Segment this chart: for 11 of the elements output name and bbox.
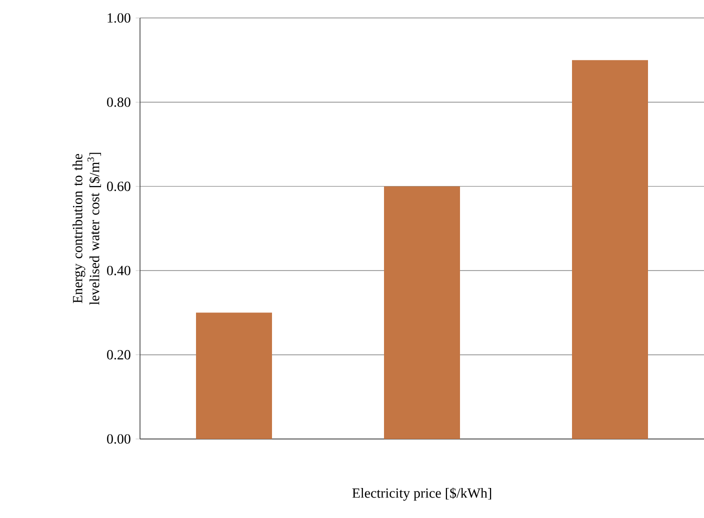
y-tick-label: 0.40 (107, 266, 130, 276)
x-axis-title: Electricity price [$/kWh] (352, 488, 492, 501)
bar (572, 60, 648, 439)
y-tick-label: 0.20 (107, 350, 130, 360)
y-tick-label: 0.60 (107, 182, 130, 192)
bar (384, 186, 460, 439)
bar (196, 312, 272, 439)
y-tick-label: 0.80 (107, 97, 130, 107)
y-tick-label: 0.00 (107, 434, 130, 444)
y-axis-title: Energy contribution to the levelised water cost [$/m$^{3}$] (72, 152, 101, 305)
y-tick-label: 1.00 (108, 13, 130, 23)
